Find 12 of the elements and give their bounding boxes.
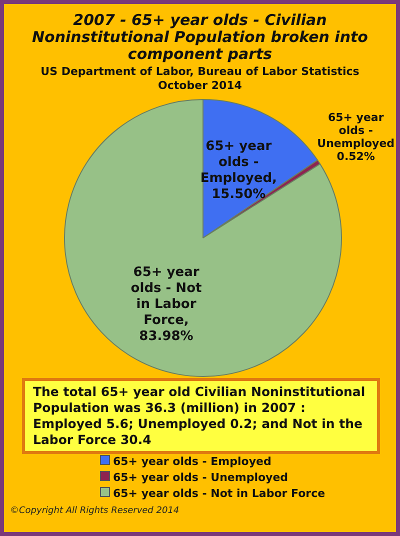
chart-title: 2007 - 65+ year olds - Civilian Noninstitutional Population broken into component parts bbox=[31, 11, 369, 63]
legend-label: 65+ year olds - Employed bbox=[112, 454, 272, 470]
category-label: 65+ year olds - Not in Labor Force, bbox=[130, 265, 202, 328]
text: 15.50% bbox=[212, 187, 266, 202]
data-label: 0.52% bbox=[336, 150, 375, 164]
text: ©Copyright All Rights Reserved 2014 bbox=[10, 506, 180, 516]
slice-label: 65+ year olds - Unemployed bbox=[317, 111, 395, 150]
text: The total 65+ year old Civilian Noninstitutional Population was 36.3 (million) in 2007 : Employed 5.6; Unemployed 0.2; and Not in the Labor Force 30.4 bbox=[22, 378, 380, 454]
legend-label: 65+ year olds - Unemployed bbox=[112, 470, 290, 486]
legend-label: 65+ year olds - Not in Labor Force bbox=[112, 486, 326, 502]
chart-subtitle: US Department of Labor, Bureau of Labor Statistics October 2014 bbox=[40, 65, 360, 93]
text: 83.98% bbox=[139, 329, 194, 344]
